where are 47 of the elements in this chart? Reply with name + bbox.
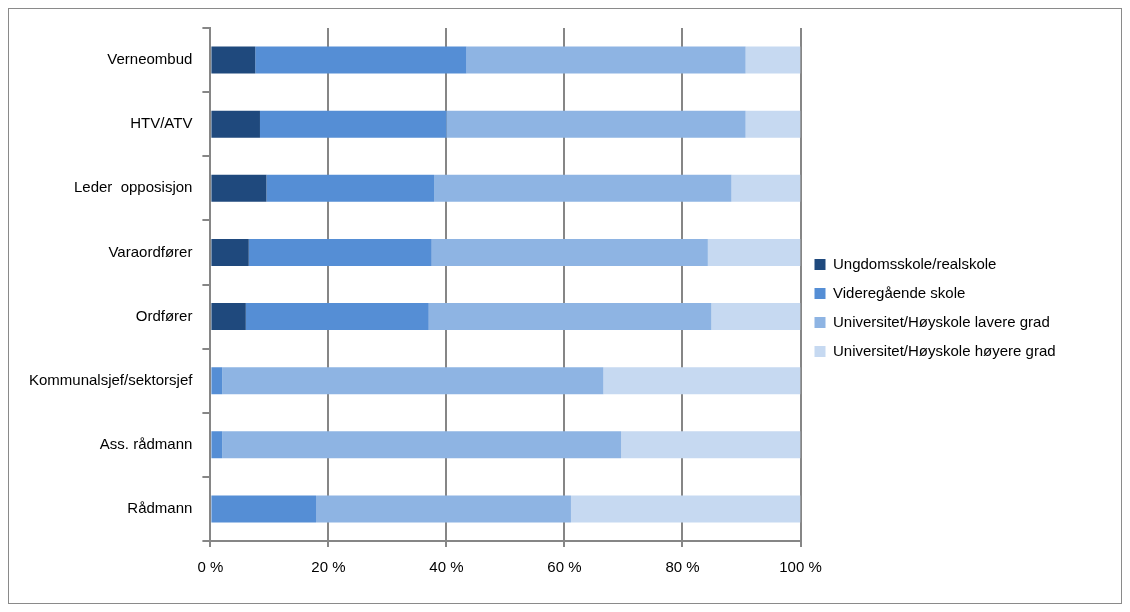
legend-label: Universitet/Høyskole høyere grad xyxy=(833,341,1056,359)
x-tick-label: 60 % xyxy=(547,558,582,576)
bar xyxy=(211,110,260,138)
y-tick-label: HTV/ATV xyxy=(130,114,193,132)
bar xyxy=(211,174,267,202)
bar xyxy=(222,367,604,395)
y-tick-label: Leder opposisjon xyxy=(73,178,193,196)
bar xyxy=(711,303,801,331)
bar xyxy=(316,495,571,523)
bar xyxy=(211,495,317,523)
bar xyxy=(211,431,223,459)
y-tick-label: Ass. rådmann xyxy=(99,434,193,452)
x-tick-label: 80 % xyxy=(665,558,700,576)
y-tick-label: Kommunalsjef/sektorsjef xyxy=(28,370,194,388)
x-tick-label: 20 % xyxy=(311,558,346,576)
bar xyxy=(745,46,801,74)
bar xyxy=(466,46,746,74)
bar xyxy=(570,495,801,523)
bar xyxy=(428,303,712,331)
bar xyxy=(707,238,801,266)
bar xyxy=(259,110,447,138)
bar xyxy=(211,238,249,266)
bar xyxy=(248,238,432,266)
bar xyxy=(222,431,622,459)
bar xyxy=(431,238,708,266)
legend-label: Ungdomsskole/realskole xyxy=(833,254,997,272)
bar xyxy=(211,367,223,395)
bar xyxy=(446,110,746,138)
bar xyxy=(266,174,435,202)
legend-label: Universitet/Høyskole lavere grad xyxy=(833,312,1050,330)
bar xyxy=(255,46,467,74)
bar xyxy=(211,303,246,331)
x-tick-label: 0 % xyxy=(197,558,224,576)
bar xyxy=(211,46,256,74)
bar xyxy=(745,110,801,138)
legend-label: Videregående skole xyxy=(833,283,966,301)
x-tick-label: 40 % xyxy=(429,558,464,576)
bar xyxy=(731,174,801,202)
y-tick-label: Varaordfører xyxy=(108,242,193,260)
bar xyxy=(434,174,732,202)
y-tick-label: Ordfører xyxy=(135,306,193,324)
bar xyxy=(621,431,801,459)
y-tick-label: Rådmann xyxy=(127,499,193,517)
x-tick-label: 100 % xyxy=(779,558,822,576)
bar xyxy=(603,367,801,395)
bar xyxy=(245,303,429,331)
y-tick-label: Verneombud xyxy=(107,50,193,68)
